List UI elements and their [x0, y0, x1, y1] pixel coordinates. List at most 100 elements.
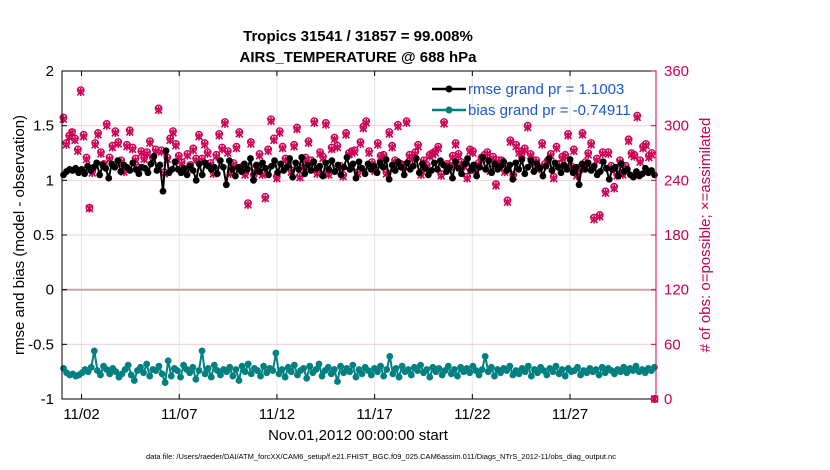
x-axis-ticks: 11/02 11/07 11/12 11/17 11/22 11/27 [63, 71, 588, 423]
data-point [380, 372, 388, 380]
data-point [470, 161, 477, 169]
data-point [433, 166, 441, 173]
data-point [527, 157, 535, 165]
data-point [397, 163, 405, 171]
data-point [391, 167, 399, 174]
data-point [595, 371, 603, 379]
obs-assimilated-point [393, 122, 402, 131]
data-point [373, 169, 381, 177]
data-point [454, 372, 461, 380]
data-point [632, 362, 640, 370]
obs-assimilated-point [595, 212, 604, 221]
data-point [210, 361, 218, 369]
data-point [331, 168, 339, 175]
data-point [97, 371, 104, 379]
x-tick-label: 11/07 [161, 406, 197, 423]
data-point [629, 173, 637, 181]
obs-assimilated-point [362, 118, 371, 127]
obs-assimilated-point [218, 145, 226, 154]
data-point [195, 160, 203, 168]
data-point [444, 362, 452, 370]
data-point [566, 156, 574, 163]
data-point [599, 158, 607, 166]
data-point [102, 164, 110, 172]
obs-assimilated-point [624, 137, 633, 146]
data-point [158, 370, 166, 378]
obs-assimilated-point [454, 151, 463, 160]
data-point [292, 159, 300, 167]
data-point [358, 164, 366, 172]
obs-assimilated-point [330, 135, 339, 144]
x-tick-label: 11/22 [454, 406, 490, 423]
data-point [552, 362, 560, 370]
data-point [557, 169, 565, 177]
data-point [129, 159, 137, 167]
data-point [274, 169, 281, 177]
data-point [455, 164, 462, 172]
obs-assimilated-point [590, 215, 598, 224]
data-point [561, 372, 569, 380]
data-point [451, 366, 458, 373]
data-point [207, 373, 215, 381]
data-point [515, 166, 523, 173]
obs-assimilated-point [468, 149, 477, 157]
data-point [81, 170, 89, 178]
obs-assimilated-point [102, 121, 111, 130]
y-tick-label: 0.5 [33, 227, 54, 244]
data-point [337, 171, 345, 179]
data-point [512, 159, 520, 167]
y-tick-label: 2 [46, 63, 54, 80]
data-point [367, 371, 375, 379]
data-point [605, 175, 613, 183]
data-point [651, 363, 658, 371]
obs-assimilated-point [108, 143, 117, 152]
data-point [611, 163, 619, 171]
data-point [306, 362, 314, 370]
y-right-tick-label: 240 [664, 172, 689, 189]
obs-assimilated-point [437, 171, 446, 180]
data-point [426, 373, 434, 381]
data-point [229, 372, 237, 380]
data-point [244, 166, 251, 173]
data-point [316, 162, 324, 170]
data-point [241, 160, 248, 168]
data-point [563, 166, 571, 173]
data-point [392, 364, 400, 372]
obs-assimilated-point [641, 141, 650, 150]
chart-subtitle: AIRS_TEMPERATURE @ 688 hPa [240, 49, 478, 66]
obs-assimilated-point [269, 136, 278, 145]
data-point [135, 170, 143, 178]
data-point [93, 159, 101, 167]
data-point [485, 157, 493, 165]
obs-assimilated-point [569, 147, 578, 156]
y-right-tick-label: 0 [664, 391, 672, 408]
obs-assimilated-point [71, 136, 79, 145]
obs-assimilated-point [549, 174, 558, 183]
obs-assimilated-point [125, 128, 134, 137]
data-point [303, 374, 311, 382]
data-point [524, 163, 532, 171]
x-tick-label: 11/27 [552, 406, 588, 423]
data-point [250, 176, 257, 184]
data-point [569, 169, 577, 177]
obs-assimilated-point [414, 142, 423, 151]
data-point [518, 156, 526, 163]
obs-assimilated-point [59, 115, 68, 124]
data-point [318, 372, 326, 380]
data-point [382, 156, 390, 163]
data-point [238, 362, 246, 370]
data-point [156, 161, 164, 169]
data-point [290, 361, 298, 369]
data-point [260, 362, 267, 370]
y-right-tick-label: 60 [664, 336, 681, 353]
data-point [407, 371, 415, 379]
data-point [268, 162, 275, 170]
x-tick-label: 11/12 [259, 406, 295, 423]
data-point [521, 368, 529, 376]
data-point [96, 171, 104, 179]
data-point [527, 372, 535, 380]
data-point [364, 160, 372, 168]
data-point [385, 175, 393, 183]
data-point [598, 363, 606, 371]
obs-assimilated-point [604, 149, 613, 158]
